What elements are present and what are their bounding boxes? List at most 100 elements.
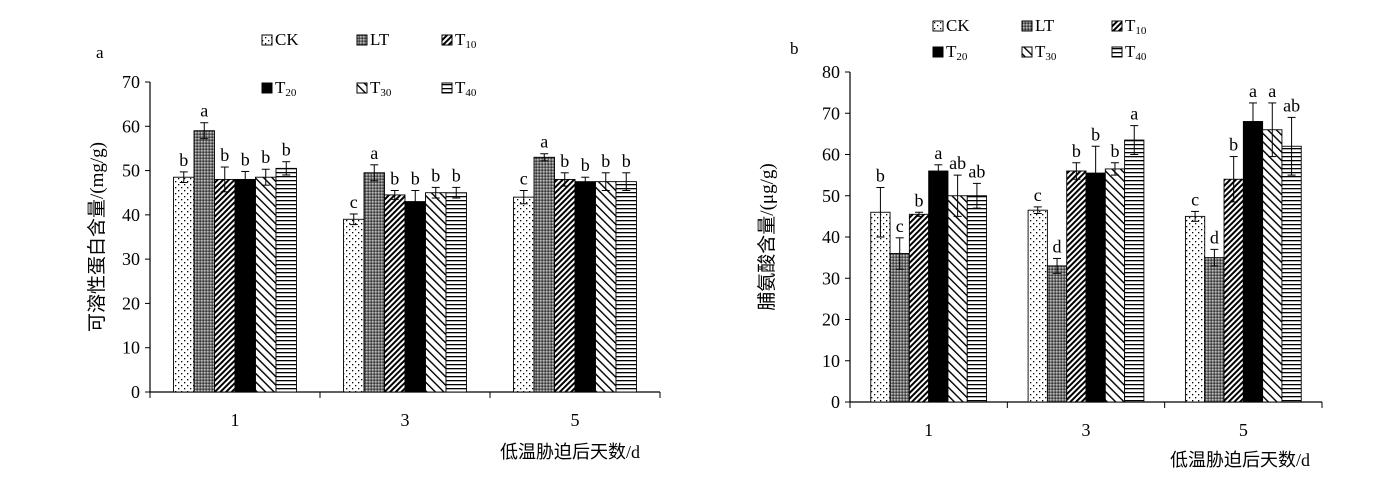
bar — [1184, 215, 1206, 403]
bar — [1027, 209, 1048, 403]
bar — [1262, 129, 1283, 403]
significance-label: b — [282, 140, 291, 160]
bar — [1223, 178, 1244, 403]
y-tick-label: 70 — [822, 103, 840, 123]
bar — [1281, 145, 1302, 403]
y-tick-label: 50 — [822, 186, 840, 206]
significance-label: b — [179, 150, 188, 170]
bar — [1104, 168, 1126, 403]
y-tick-label: 60 — [122, 116, 140, 136]
y-tick-label: 20 — [122, 293, 140, 313]
bar — [445, 192, 467, 393]
x-tick-label: 5 — [1239, 420, 1248, 440]
bar — [889, 253, 910, 403]
significance-label: b — [1091, 124, 1100, 144]
y-tick-label: 80 — [822, 62, 840, 82]
legend-label: CK — [275, 30, 299, 49]
legend-label: T30 — [370, 78, 392, 99]
significance-label: d — [1053, 236, 1062, 256]
legend-label: LT — [370, 30, 390, 49]
significance-label: b — [1110, 141, 1119, 161]
significance-label: b — [601, 151, 610, 171]
panel-label: a — [96, 43, 104, 62]
legend-label: T20 — [275, 78, 297, 99]
y-tick-label: 40 — [822, 227, 840, 247]
bar — [908, 213, 930, 403]
x-tick-label: 1 — [924, 420, 933, 440]
legend-label: LT — [1035, 16, 1055, 35]
bar — [533, 156, 555, 393]
significance-label: b — [452, 165, 461, 185]
bar — [1085, 172, 1106, 403]
significance-label: c — [1034, 185, 1042, 205]
y-tick-label: 70 — [122, 72, 140, 92]
x-axis-label: 低温胁迫后天数/d — [500, 442, 640, 462]
x-tick-label: 1 — [231, 410, 240, 430]
legend-label: T40 — [455, 78, 477, 99]
bar — [404, 201, 426, 393]
bar — [214, 178, 236, 393]
significance-label: c — [1191, 189, 1199, 209]
significance-label: a — [934, 143, 942, 163]
legend-label: T10 — [455, 30, 477, 51]
significance-label: b — [431, 165, 440, 185]
legend-swatch — [441, 82, 453, 94]
significance-label: b — [622, 151, 631, 171]
x-tick-label: 5 — [571, 410, 580, 430]
y-tick-label: 30 — [122, 249, 140, 269]
significance-label: a — [200, 101, 208, 121]
legend-label: T40 — [1125, 42, 1147, 63]
bar — [1242, 121, 1264, 403]
significance-label: c — [520, 169, 528, 189]
legend-label: T20 — [946, 42, 968, 63]
bar — [343, 218, 365, 393]
legend-swatch — [932, 46, 944, 58]
significance-label: a — [1130, 104, 1138, 124]
significance-label: b — [915, 190, 924, 210]
chart-panel-b: b 0 10 20 30 40 50 60 70 80 1 3 5 脯氨酸含量/(μg/g) 低温胁迫后天数… — [756, 16, 1323, 470]
x-axis-label: 低温胁迫后天数/d — [1170, 450, 1310, 470]
significance-label: c — [896, 216, 904, 236]
significance-label: b — [876, 166, 885, 186]
bar — [275, 167, 297, 393]
legend-swatch — [261, 34, 273, 46]
y-tick-label: 50 — [122, 161, 140, 181]
legend-swatch — [1021, 20, 1033, 32]
x-tick-label: 3 — [401, 410, 410, 430]
significance-label: b — [220, 145, 229, 165]
significance-label: b — [261, 147, 270, 167]
significance-label: a — [1249, 81, 1257, 101]
legend-swatch — [356, 34, 368, 46]
bar — [173, 176, 195, 393]
bar — [1066, 170, 1087, 403]
legend-label: T30 — [1035, 42, 1057, 63]
legend-swatch — [1111, 20, 1123, 32]
significance-label: a — [370, 143, 378, 163]
legend-swatch — [1111, 46, 1123, 58]
legend-swatch — [261, 82, 273, 94]
legend-swatch — [356, 82, 368, 94]
bar — [234, 178, 256, 393]
bar — [363, 172, 385, 393]
significance-label: b — [1229, 135, 1238, 155]
y-tick-label: 10 — [122, 338, 140, 358]
bar — [947, 195, 968, 403]
y-tick-label: 20 — [822, 310, 840, 330]
significance-label: b — [1072, 141, 1081, 161]
significance-label: ab — [949, 153, 966, 173]
bar — [554, 178, 576, 393]
bar — [255, 176, 277, 393]
y-tick-label: 30 — [822, 268, 840, 288]
bar — [574, 181, 596, 393]
y-axis-label: 可溶性蛋白含量/(mg/g) — [86, 142, 108, 332]
y-tick-label: 0 — [131, 382, 140, 402]
y-axis-label: 脯氨酸含量/(μg/g) — [756, 163, 778, 310]
legend-label: CK — [946, 16, 970, 35]
bar — [615, 181, 637, 393]
chart-panel-a: a 0 10 20 30 40 50 60 70 1 3 5 可溶性蛋白含量/(mg/g) 低温胁迫后天数… — [86, 30, 661, 462]
bar — [193, 130, 215, 393]
y-tick-label: 0 — [831, 392, 840, 412]
significance-label: c — [350, 192, 358, 212]
bar — [1124, 139, 1145, 403]
